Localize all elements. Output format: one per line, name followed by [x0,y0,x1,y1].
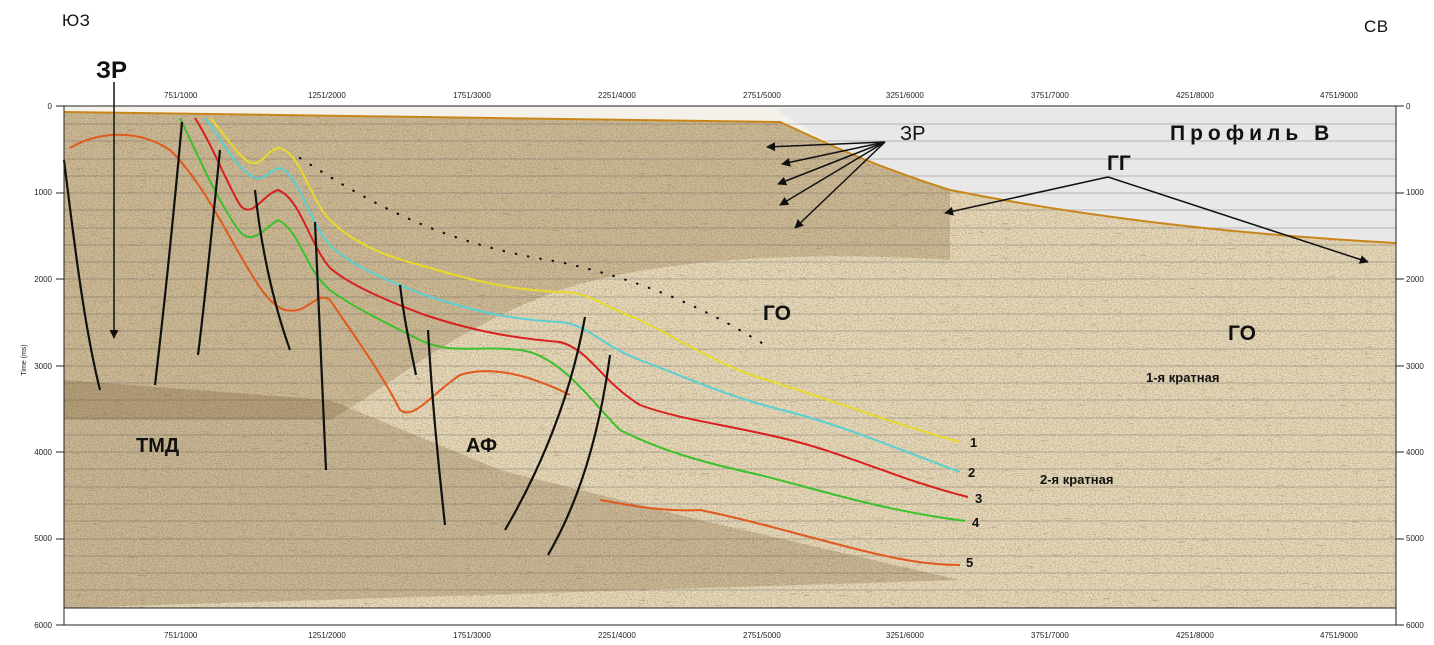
top-tick-label: 3251/6000 [886,91,924,100]
horizon-1-number: 1 [970,435,977,450]
left-time-ticks: 0 1000 2000 3000 4000 5000 6000 [34,102,52,630]
time-tick-label: 4000 [34,448,52,457]
y-axis-title: Time (ms) [21,344,28,375]
bottom-tick-label: 4751/9000 [1320,631,1358,640]
multiple-1-label: 1-я кратная [1146,370,1219,385]
fault-line [153,121,184,386]
fault-line [398,284,418,376]
fault-line [504,316,587,531]
time-tick-label: 0 [1406,102,1411,111]
go-right-label: ГО [1228,322,1256,345]
horizon-4-line [179,117,966,522]
water-column [780,108,1396,243]
gg-label: ГГ [1107,152,1131,175]
time-tick-label: 6000 [34,621,52,630]
tmd-label: ТМД [136,435,179,457]
time-tick-label: 5000 [34,534,52,543]
zr-mid-label: ЗР [900,123,925,145]
fault-line [426,329,447,526]
af-label: АФ [466,435,497,457]
time-tick-label: 6000 [1406,621,1424,630]
corner-label-ne: СВ [1364,17,1389,36]
left-tick-marks [56,105,64,626]
horizons [69,117,969,566]
fault-line [62,159,102,391]
right-tick-marks [1396,105,1404,626]
horizon-5-number: 5 [966,555,973,570]
time-tick-label: 2000 [34,275,52,284]
bottom-tick-label: 1751/3000 [453,631,491,640]
bottom-tick-label: 4251/8000 [1176,631,1214,640]
gg-arrows [944,176,1369,264]
horizon-2-number: 2 [968,465,975,480]
bottom-axis-ticks: 751/1000 1251/2000 1751/3000 2251/4000 2… [164,631,1358,640]
time-tick-label: 3000 [1406,362,1424,371]
horizon-2-line [204,117,961,473]
bottom-tick-label: 751/1000 [164,631,198,640]
bottom-tick-label: 3751/7000 [1031,631,1069,640]
fault-line [547,354,612,556]
right-time-ticks: 0 1000 2000 3000 4000 5000 6000 [1406,102,1424,630]
time-tick-label: 1000 [34,188,52,197]
top-tick-label: 4251/8000 [1176,91,1214,100]
zr-fan-arrows [766,141,886,229]
top-tick-label: 4751/9000 [1320,91,1358,100]
horizon-3-number: 3 [975,491,982,506]
time-tick-label: 2000 [1406,275,1424,284]
top-tick-label: 2751/5000 [743,91,781,100]
fault-line [253,189,292,351]
zr-top-label: ЗР [96,57,127,84]
horizon-1-line [209,117,961,443]
time-tick-label: 5000 [1406,534,1424,543]
top-tick-label: 1251/2000 [308,91,346,100]
time-tick-label: 3000 [34,362,52,371]
top-tick-label: 1751/3000 [453,91,491,100]
faults [62,121,612,556]
horizon-5-line [69,133,961,566]
time-tick-label: 1000 [1406,188,1424,197]
bottom-tick-label: 3251/6000 [886,631,924,640]
fault-line [196,149,222,356]
fault-line [313,221,328,471]
time-tick-label: 4000 [1406,448,1424,457]
bottom-tick-label: 1251/2000 [308,631,346,640]
bottom-tick-label: 2751/5000 [743,631,781,640]
top-tick-label: 2251/4000 [598,91,636,100]
time-grid [64,123,1396,591]
top-axis-ticks: 751/1000 1251/2000 1751/3000 2251/4000 2… [164,91,1358,100]
horizon-3-line [194,117,969,498]
top-tick-label: 751/1000 [164,91,198,100]
multiple-2-label: 2-я кратная [1040,472,1113,487]
top-tick-label: 3751/7000 [1031,91,1069,100]
corner-label-sw: ЮЗ [62,11,91,30]
horizon-4-number: 4 [972,515,980,530]
profile-label: Профиль В [1170,122,1334,145]
seafloor-line [63,111,1397,244]
time-tick-label: 0 [48,102,53,111]
go-center-label: ГО [763,302,791,325]
bottom-tick-label: 2251/4000 [598,631,636,640]
